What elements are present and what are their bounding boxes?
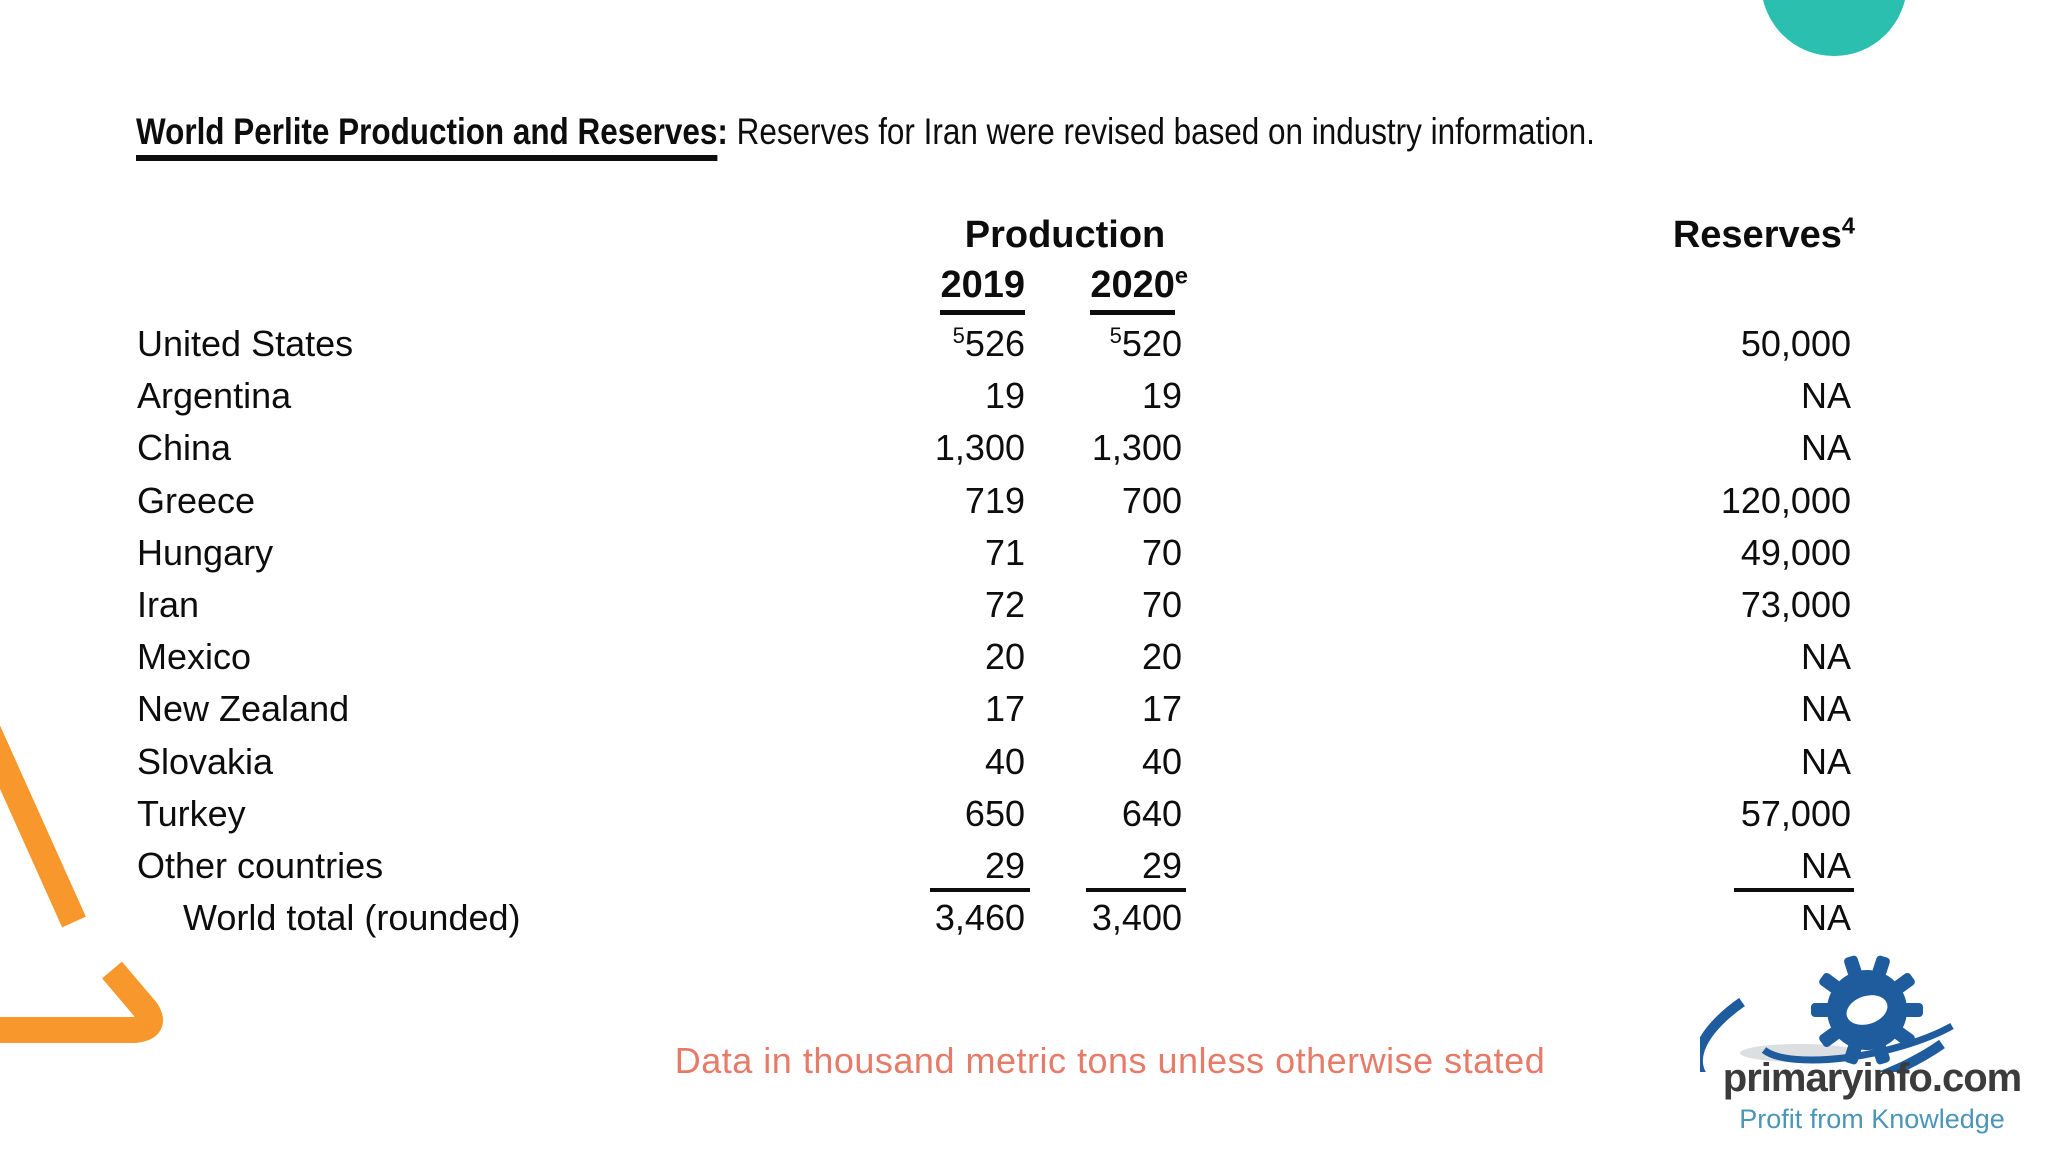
value-cell: 29	[984, 844, 1025, 886]
value-cell: 19	[984, 375, 1025, 417]
value-cell: 1,300	[1091, 427, 1182, 469]
value-cell: 50,000	[1740, 323, 1851, 364]
column-header-2020: 2020e	[1028, 262, 1188, 315]
table-row: Iran 72 70 73,000	[137, 579, 1851, 631]
logo-name: primaryinfo.com	[1722, 1056, 2022, 1100]
value-cell: 17	[1141, 688, 1182, 730]
column-header-reserves: Reserves4	[1550, 212, 1855, 258]
value-cell: 49,000	[1740, 531, 1851, 573]
teal-circle-decor	[1761, 0, 1907, 56]
country-cell: New Zealand	[137, 688, 350, 730]
value-cell: NA	[1800, 375, 1851, 417]
table-row: Slovakia 40 40 NA	[137, 736, 1851, 788]
column-header-production: Production	[964, 214, 1166, 256]
title-colon: :	[717, 111, 728, 152]
title-bold-underlined: World Perlite Production and Reserves	[136, 111, 718, 161]
country-cell: Other countries	[137, 844, 384, 886]
value-cell: 650	[964, 792, 1025, 834]
value-cell: 71	[984, 531, 1025, 573]
total-rule-2019	[930, 888, 1030, 892]
value-cell: 3,400	[1091, 897, 1182, 939]
value-cell: 1,300	[934, 427, 1025, 469]
country-cell: Greece	[137, 479, 256, 521]
year-2019-label: 2019	[940, 262, 1025, 315]
production-reserves-table: United States 5526 5520 50,000 Argentina 19 19…	[137, 318, 1851, 944]
value-cell: 20	[984, 636, 1025, 678]
page-title: World Perlite Production and Reserves: R…	[136, 106, 1595, 161]
value-cell: 700	[1121, 479, 1182, 521]
table-row: Other countries 29 29 NA	[137, 840, 1851, 892]
table-row: New Zealand 17 17 NA	[137, 683, 1851, 735]
title-rest: Reserves for Iran were revised based on …	[727, 111, 1595, 152]
value-cell: 719	[964, 479, 1025, 521]
units-note: Data in thousand metric tons unless othe…	[674, 1040, 1546, 1081]
value-cell: 40	[984, 740, 1025, 782]
value-cell: 17	[984, 688, 1025, 730]
country-cell: Slovakia	[137, 740, 274, 782]
value-cell: 40	[1141, 740, 1182, 782]
value-cell: 640	[1121, 792, 1182, 834]
reserves-label: Reserves	[1672, 214, 1842, 256]
value-cell: NA	[1800, 688, 1851, 730]
value-cell: 5526	[952, 323, 1025, 364]
table-row: China 1,300 1,300 NA	[137, 422, 1851, 474]
value-cell: NA	[1800, 740, 1851, 782]
year-2020-label: 2020	[1090, 262, 1175, 315]
table-row: United States 5526 5520 50,000	[137, 318, 1851, 370]
country-cell: Iran	[137, 583, 200, 625]
value-cell: 57,000	[1740, 792, 1851, 834]
value-cell: 20	[1141, 636, 1182, 678]
country-cell: China	[137, 427, 232, 469]
value-cell: 72	[984, 583, 1025, 625]
table-row: Hungary 71 70 49,000	[137, 527, 1851, 579]
gear-swoosh-icon	[1700, 955, 1954, 1072]
total-rule-2020	[1086, 888, 1186, 892]
orange-triangle-decor	[0, 725, 163, 1043]
reserves-footnote-marker: 4	[1841, 212, 1855, 239]
value-cell: 5520	[1109, 323, 1182, 364]
country-cell: Argentina	[137, 375, 292, 417]
country-cell: Mexico	[137, 636, 252, 678]
value-cell: 29	[1141, 844, 1182, 886]
value-cell: NA	[1800, 897, 1851, 939]
value-cell: NA	[1800, 636, 1851, 678]
table-row: Greece 719 700 120,000	[137, 475, 1851, 527]
year-2020-footnote-marker: e	[1174, 262, 1188, 289]
country-cell: Hungary	[137, 531, 274, 573]
country-cell: United States	[137, 323, 354, 364]
table-row: Argentina 19 19 NA	[137, 370, 1851, 422]
value-cell: 73,000	[1740, 583, 1851, 625]
value-cell: 3,460	[934, 897, 1025, 939]
value-cell: 70	[1141, 531, 1182, 573]
table-row: Mexico 20 20 NA	[137, 631, 1851, 683]
country-cell: Turkey	[137, 792, 246, 834]
primaryinfo-logo: primaryinfo.com Profit from Knowledge	[1700, 946, 2044, 1150]
logo-tagline: Profit from Knowledge	[1739, 1104, 2005, 1134]
table-row: World total (rounded) 3,460 3,400 NA	[137, 892, 1851, 944]
column-header-2019: 2019	[920, 262, 1025, 315]
value-cell: NA	[1800, 427, 1851, 469]
value-cell: 120,000	[1720, 479, 1851, 521]
value-cell: 70	[1141, 583, 1182, 625]
table-row: Turkey 650 640 57,000	[137, 788, 1851, 840]
value-cell: NA	[1800, 844, 1851, 886]
total-rule-reserves	[1734, 888, 1854, 892]
value-cell: 19	[1141, 375, 1182, 417]
country-cell: World total (rounded)	[183, 897, 521, 939]
